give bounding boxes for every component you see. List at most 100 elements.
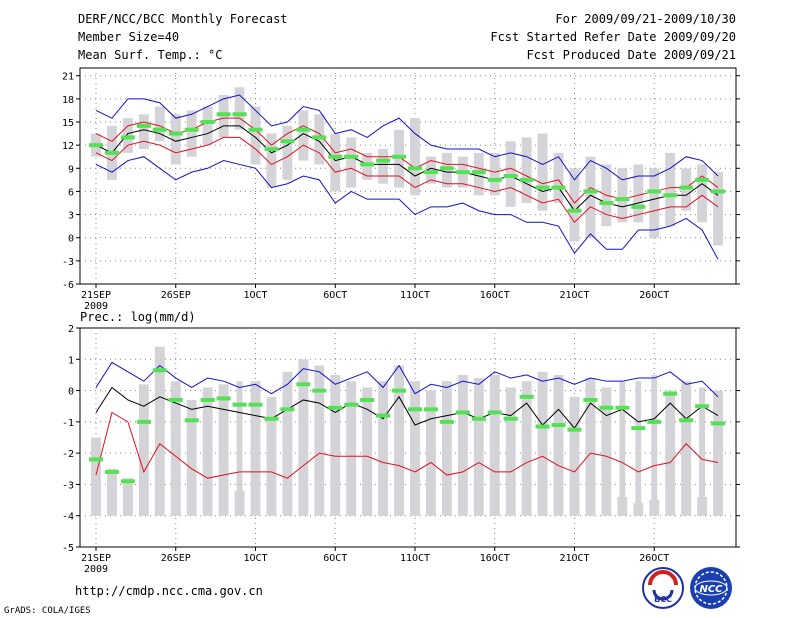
y-tick-label: -5 <box>62 543 74 554</box>
ensemble-box <box>202 387 213 516</box>
median-mark <box>312 388 327 393</box>
median-mark <box>168 397 183 402</box>
y-tick-label: 0 <box>68 234 74 245</box>
ensemble-box <box>697 164 708 223</box>
median-mark <box>647 419 662 424</box>
median-mark <box>679 418 694 423</box>
ensemble-box <box>250 106 261 165</box>
ensemble-box <box>505 387 516 516</box>
median-mark <box>567 208 582 213</box>
median-mark <box>439 419 454 424</box>
median-mark <box>631 204 646 209</box>
median-mark <box>711 189 726 194</box>
mean-plus-std-line <box>95 117 719 204</box>
box-whisker <box>697 496 708 516</box>
ensemble-box <box>346 137 357 188</box>
ensemble-box <box>410 381 420 516</box>
ensemble-box <box>298 359 309 516</box>
median-mark <box>168 131 183 136</box>
ensemble-box <box>298 110 309 161</box>
ensemble-mean-line <box>95 125 719 212</box>
x-tick-label: 21OCT <box>559 553 589 564</box>
plot-frame <box>79 327 737 548</box>
median-mark <box>344 154 359 159</box>
median-mark <box>200 120 215 124</box>
ensemble-box <box>378 149 389 184</box>
ensemble-box <box>138 114 149 149</box>
median-mark <box>184 418 199 423</box>
median-mark <box>392 154 407 159</box>
ensemble-box <box>665 390 676 516</box>
median-mark <box>423 407 438 412</box>
median-mark <box>583 397 598 402</box>
x-tick-label: 11OCT <box>400 553 430 564</box>
ensemble-box <box>457 374 468 516</box>
y-tick-label: 3 <box>68 211 74 222</box>
ensemble-max-line <box>95 361 719 398</box>
ensemble-box <box>649 168 660 238</box>
ensemble-box <box>250 381 261 516</box>
ensemble-box <box>186 110 197 157</box>
plot-frame <box>79 67 737 285</box>
ensemble-box <box>601 387 612 516</box>
y-tick-label: -3 <box>62 257 74 268</box>
ensemble-box <box>569 168 580 242</box>
median-mark <box>328 154 343 159</box>
ensemble-box <box>699 387 706 497</box>
bcc-logo-text: BCC <box>654 595 672 604</box>
median-mark <box>120 135 135 140</box>
median-mark <box>280 407 295 412</box>
ensemble-box <box>154 106 165 142</box>
source-url[interactable]: http://cmdp.ncc.cma.gov.cn <box>75 584 263 598</box>
ensemble-box <box>282 125 293 180</box>
median-mark <box>615 405 630 410</box>
member-size-label: Member Size=40 <box>78 30 179 44</box>
median-mark <box>200 397 215 402</box>
ensemble-box <box>394 365 404 516</box>
ensemble-box <box>585 156 596 238</box>
ensemble-box <box>713 390 723 516</box>
median-mark <box>280 139 295 144</box>
ensemble-box <box>234 87 245 130</box>
median-mark <box>136 123 151 128</box>
ensemble-box <box>314 365 325 516</box>
median-mark <box>535 185 550 190</box>
precip-title: Prec.: log(mm/d) <box>80 310 196 324</box>
median-mark <box>599 201 614 205</box>
ensemble-box <box>122 478 133 516</box>
ensemble-box <box>521 137 532 203</box>
median-mark <box>487 410 502 415</box>
median-mark <box>615 197 630 202</box>
bcc-logo: BCC <box>642 567 684 609</box>
median-mark <box>312 135 327 140</box>
median-mark <box>120 479 135 484</box>
ensemble-box <box>665 152 676 227</box>
ensemble-box <box>651 374 658 501</box>
median-mark <box>232 112 247 117</box>
ensemble-box <box>330 133 341 192</box>
ensemble-box <box>553 152 564 203</box>
box-whisker <box>234 490 245 516</box>
ensemble-min-line <box>95 411 719 479</box>
median-mark <box>439 166 454 171</box>
median-mark <box>679 185 694 190</box>
ensemble-box <box>330 374 341 516</box>
median-mark <box>695 177 710 182</box>
y-tick-label: 6 <box>68 187 74 198</box>
median-mark <box>551 422 566 427</box>
x-tick-label: 26OCT <box>639 553 669 564</box>
median-mark <box>152 368 167 373</box>
x-tick-year: 2009 <box>84 301 108 312</box>
median-mark <box>248 402 263 407</box>
y-tick-label: 15 <box>62 118 74 129</box>
x-tick-year: 2009 <box>84 564 108 575</box>
median-mark <box>519 177 534 182</box>
ensemble-box <box>537 371 548 516</box>
median-mark <box>519 394 534 399</box>
forecast-period: For 2009/09/21-2009/10/30 <box>555 12 736 26</box>
ensemble-box <box>266 133 277 188</box>
median-mark <box>663 391 678 396</box>
mean-minus-std-line <box>95 136 719 224</box>
x-tick-label: 1OCT <box>243 290 267 301</box>
